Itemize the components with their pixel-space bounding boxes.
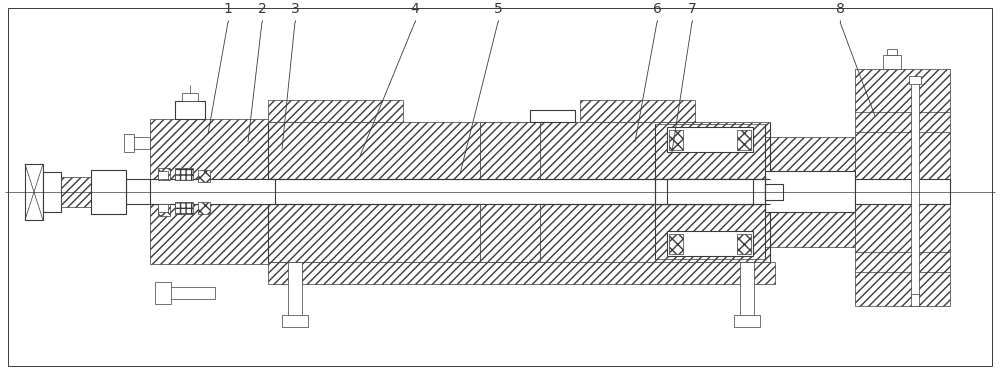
- Bar: [160, 287, 215, 299]
- Bar: [158, 204, 168, 212]
- Bar: [667, 179, 753, 204]
- Bar: [158, 168, 170, 180]
- Bar: [883, 55, 901, 69]
- Bar: [198, 202, 210, 214]
- Bar: [655, 124, 765, 259]
- Text: 4: 4: [411, 2, 419, 16]
- Bar: [667, 231, 753, 256]
- Bar: [61, 177, 91, 207]
- Bar: [268, 122, 770, 179]
- Bar: [126, 179, 828, 204]
- Bar: [855, 69, 950, 306]
- Bar: [268, 204, 770, 262]
- Bar: [480, 204, 540, 262]
- Bar: [124, 134, 134, 152]
- Text: 5: 5: [494, 2, 502, 16]
- Bar: [909, 76, 921, 84]
- Bar: [150, 119, 275, 264]
- Text: 1: 1: [224, 2, 232, 16]
- Bar: [765, 184, 783, 200]
- Bar: [667, 127, 753, 152]
- Bar: [158, 204, 170, 216]
- Bar: [765, 171, 855, 212]
- Text: 3: 3: [291, 2, 299, 16]
- Bar: [737, 130, 751, 150]
- Text: 8: 8: [836, 2, 844, 16]
- Bar: [887, 49, 897, 55]
- Bar: [740, 262, 754, 320]
- Bar: [25, 164, 43, 220]
- Bar: [91, 170, 126, 214]
- Bar: [150, 179, 275, 204]
- Text: 7: 7: [688, 2, 696, 16]
- Bar: [198, 170, 210, 182]
- Text: 2: 2: [258, 2, 266, 16]
- Bar: [530, 110, 575, 122]
- Bar: [175, 101, 205, 119]
- Bar: [765, 137, 855, 247]
- Bar: [175, 202, 193, 214]
- Bar: [268, 262, 775, 284]
- Bar: [734, 315, 760, 327]
- Bar: [855, 179, 950, 204]
- Bar: [182, 93, 198, 101]
- Bar: [911, 294, 919, 306]
- Bar: [580, 100, 695, 122]
- Bar: [158, 171, 168, 179]
- Bar: [288, 262, 302, 320]
- Bar: [282, 315, 308, 327]
- Bar: [155, 282, 171, 304]
- Bar: [175, 168, 193, 180]
- Text: 6: 6: [653, 2, 661, 16]
- Bar: [130, 137, 150, 149]
- Bar: [669, 130, 683, 150]
- Bar: [737, 234, 751, 254]
- Bar: [268, 100, 403, 122]
- Bar: [43, 172, 61, 212]
- Bar: [911, 79, 919, 296]
- Bar: [669, 234, 683, 254]
- Bar: [480, 122, 540, 179]
- Bar: [655, 179, 765, 204]
